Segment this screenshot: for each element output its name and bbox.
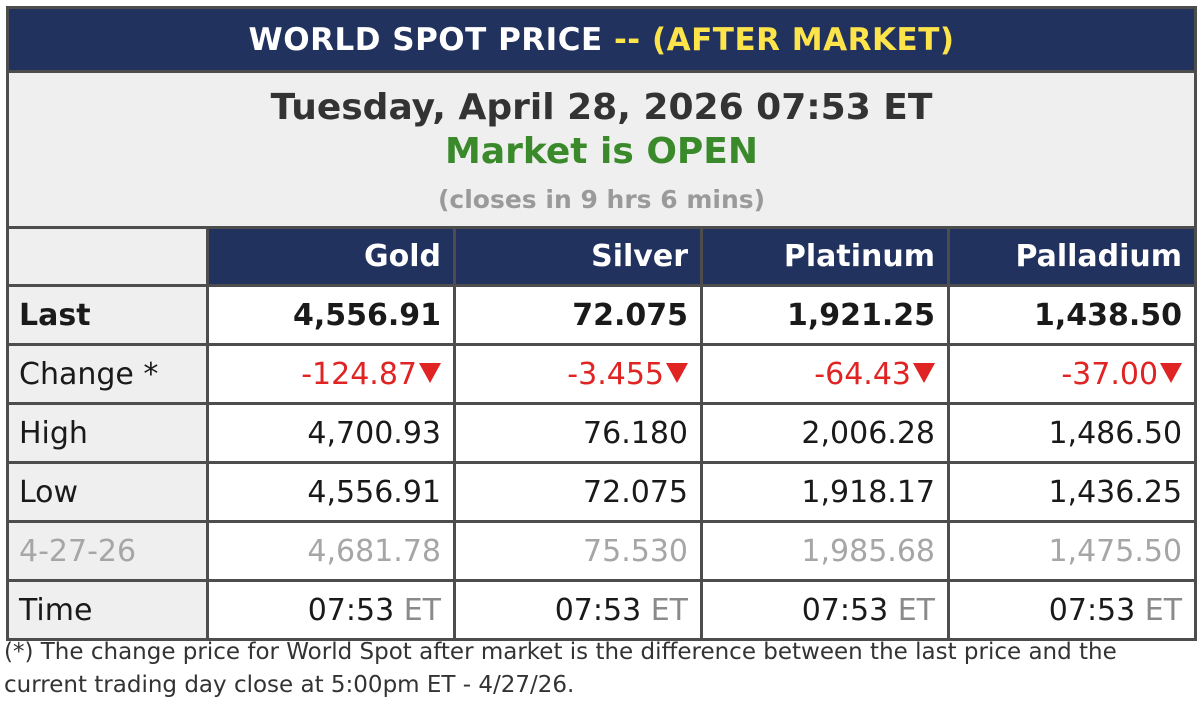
prev-platinum: 1,985.68	[700, 520, 950, 582]
change-gold: -124.87	[206, 343, 456, 405]
table-row-high: High 4,700.93 76.180 2,006.28 1,486.50	[6, 402, 1198, 464]
column-header-row: Gold Silver Platinum Palladium	[6, 226, 1198, 287]
down-triangle-icon	[666, 362, 688, 383]
market-info: Tuesday, April 28, 2026 07:53 ET Market …	[5, 70, 1198, 229]
change-palladium: -37.00	[946, 343, 1198, 405]
time-platinum: 07:53 ET	[700, 579, 950, 641]
time-palladium: 07:53 ET	[946, 579, 1198, 641]
low-platinum: 1,918.17	[700, 461, 950, 523]
market-info-row: Tuesday, April 28, 2026 07:53 ET Market …	[5, 70, 1198, 229]
change-value: -64.43	[814, 356, 911, 392]
last-silver: 72.075	[453, 284, 703, 346]
table-row-time: Time 07:53 ET 07:53 ET 07:53 ET 07:53 ET	[6, 579, 1198, 641]
table-row-low: Low 4,556.91 72.075 1,918.17 1,436.25	[6, 461, 1198, 523]
table-row-previous-close: 4-27-26 4,681.78 75.530 1,985.68 1,475.5…	[6, 520, 1198, 582]
table-row-last: Last 4,556.91 72.075 1,921.25 1,438.50	[6, 284, 1198, 346]
down-triangle-icon	[913, 362, 935, 383]
down-triangle-icon	[419, 362, 441, 383]
time-silver: 07:53 ET	[453, 579, 703, 641]
change-value: -3.455	[567, 356, 664, 392]
change-value: -124.87	[301, 356, 417, 392]
table-title: WORLD SPOT PRICE -- (AFTER MARKET)	[5, 6, 1198, 73]
row-label: High	[6, 402, 209, 464]
last-platinum: 1,921.25	[700, 284, 950, 346]
header-corner	[6, 226, 209, 287]
last-palladium: 1,438.50	[946, 284, 1198, 346]
time-gold: 07:53 ET	[206, 579, 456, 641]
table-row-change: Change * -124.87 -3.455 -64.43 -37.00	[6, 343, 1198, 405]
high-palladium: 1,486.50	[946, 402, 1198, 464]
high-platinum: 2,006.28	[700, 402, 950, 464]
change-silver: -3.455	[453, 343, 703, 405]
market-status: Market is OPEN	[445, 130, 759, 172]
low-silver: 72.075	[453, 461, 703, 523]
prev-silver: 75.530	[453, 520, 703, 582]
last-gold: 4,556.91	[206, 284, 456, 346]
market-datetime: Tuesday, April 28, 2026 07:53 ET	[270, 86, 933, 128]
time-value: 07:53	[801, 592, 889, 628]
market-closes-in: (closes in 9 hrs 6 mins)	[437, 184, 766, 214]
row-label: Low	[6, 461, 209, 523]
time-unit: ET	[1144, 592, 1183, 628]
row-label: Change *	[6, 343, 209, 405]
time-unit: ET	[650, 592, 688, 628]
column-header-gold: Gold	[206, 226, 456, 287]
time-value: 07:53	[1048, 592, 1136, 628]
prev-gold: 4,681.78	[206, 520, 456, 582]
title-suffix: (AFTER MARKET)	[651, 21, 955, 58]
title-main: WORLD SPOT PRICE	[248, 21, 603, 58]
spot-price-table: WORLD SPOT PRICE -- (AFTER MARKET) Tuesd…	[5, 6, 1198, 641]
high-gold: 4,700.93	[206, 402, 456, 464]
time-unit: ET	[897, 592, 935, 628]
row-label: Last	[6, 284, 209, 346]
footnote: (*) The change price for World Spot afte…	[4, 639, 1117, 698]
high-silver: 76.180	[453, 402, 703, 464]
row-label: Time	[6, 579, 209, 641]
column-header-palladium: Palladium	[946, 226, 1198, 287]
prev-palladium: 1,475.50	[946, 520, 1198, 582]
change-value: -37.00	[1061, 356, 1159, 392]
time-unit: ET	[403, 592, 441, 628]
low-palladium: 1,436.25	[946, 461, 1198, 523]
row-label: 4-27-26	[6, 520, 209, 582]
time-value: 07:53	[554, 592, 642, 628]
spot-price-widget: WORLD SPOT PRICE -- (AFTER MARKET) Tuesd…	[5, 6, 1198, 641]
title-row: WORLD SPOT PRICE -- (AFTER MARKET)	[5, 6, 1198, 73]
change-platinum: -64.43	[700, 343, 950, 405]
down-triangle-icon	[1160, 362, 1183, 383]
low-gold: 4,556.91	[206, 461, 456, 523]
column-header-platinum: Platinum	[700, 226, 950, 287]
column-header-silver: Silver	[453, 226, 703, 287]
title-separator: --	[613, 21, 641, 58]
time-value: 07:53	[307, 592, 395, 628]
